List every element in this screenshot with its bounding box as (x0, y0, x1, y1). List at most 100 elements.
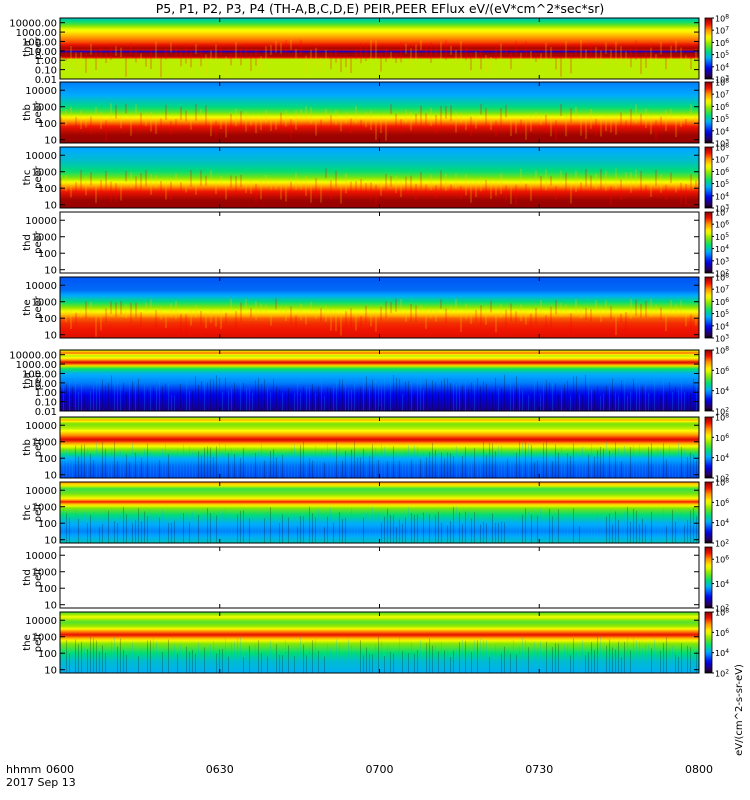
colorbar-tick-label: 102 (715, 269, 729, 279)
colorbar-tick-label: 106 (715, 433, 729, 443)
spectrogram-image (60, 18, 699, 79)
colorbar-tick-label: 103 (715, 75, 729, 85)
probe-label: the (22, 299, 33, 315)
colorbar (704, 146, 713, 209)
colorbar (704, 349, 713, 412)
spectrogram-panels: 10000.001000.00100.0010.001.000.100.01th… (9, 14, 729, 679)
y-tick-label: 100 (38, 649, 57, 660)
panel-background (60, 212, 699, 273)
instrument-label: peer (33, 295, 44, 319)
y-tick-label: 10 (44, 471, 57, 482)
colorbar-tick-label: 108 (715, 273, 729, 283)
probe-label: the (22, 634, 33, 650)
colorbar-tick-label: 104 (715, 244, 729, 254)
y-tick-label: 10 (44, 201, 57, 212)
probe-label: thc (22, 170, 33, 186)
colorbar-tick-label: 104 (715, 321, 729, 331)
colorbar-tick-label: 105 (715, 309, 729, 319)
y-tick-label: 10000.00 (9, 19, 57, 30)
colorbar-tick-label: 106 (715, 102, 729, 112)
instrument-label: peer (33, 100, 44, 124)
colorbar-tick-label: 106 (715, 366, 729, 376)
colorbar-tick-label: 105 (715, 232, 729, 242)
colorbar-tick-label: 102 (715, 539, 729, 549)
colorbar-tick-label: 104 (715, 386, 729, 396)
spectrogram-texture (60, 168, 697, 205)
colorbar-tick-label: 103 (715, 139, 729, 149)
panel-the-peir: 10000 1000 100 10 the peir 102 104 106 108 (22, 608, 729, 679)
y-tick-label: 1000 (32, 633, 57, 644)
y-tick-label: 100 (38, 119, 57, 130)
colorbar (704, 81, 713, 144)
y-tick-label: 10 (44, 266, 57, 277)
probe-label: thb (22, 104, 33, 121)
date-label: 2017 Sep 13 (6, 776, 76, 789)
colorbar-tick-label: 108 (715, 78, 729, 88)
y-tick-label: 100.00 (22, 369, 57, 380)
y-tick-label: 100 (38, 249, 57, 260)
colorbar-tick-label: 103 (715, 256, 729, 266)
panel-thc-peir: 10000 1000 100 10 thc peir 102 104 106 108 (22, 478, 729, 549)
spectrogram-texture (60, 441, 697, 478)
panel-background (60, 547, 699, 608)
x-tick-label: 0700 (366, 763, 394, 776)
y-tick-label: 10000 (25, 151, 57, 162)
y-tick-label: 10 (44, 601, 57, 612)
y-tick-label: 100 (38, 454, 57, 465)
spectrogram-texture (60, 506, 697, 543)
colorbar-tick-label: 108 (715, 346, 729, 356)
panel-thd-peir: 10000 1000 100 10 thd peir 102 104 106 (22, 546, 729, 614)
colorbar (704, 416, 713, 479)
colorbar-tick-label: 103 (715, 204, 729, 214)
y-tick-label: 100 (38, 584, 57, 595)
colorbar-tick-label: 104 (715, 453, 729, 463)
colorbar-tick-label: 104 (715, 191, 729, 201)
colorbar (704, 17, 713, 80)
colorbar-tick-label: 106 (715, 167, 729, 177)
colorbar-tick-label: 108 (715, 413, 729, 423)
spectrogram-image (60, 277, 699, 338)
y-tick-label: 10.00 (28, 379, 57, 390)
instrument-label: peir (33, 502, 44, 522)
spectrogram-image (60, 417, 699, 478)
instrument-label: peer (33, 36, 44, 60)
spectrogram-image (60, 482, 699, 543)
colorbar-tick-label: 107 (715, 26, 729, 36)
y-tick-label: 1000 (32, 298, 57, 309)
spectrogram-texture (60, 374, 697, 411)
panel-thb-peer: 10000 1000 100 10 thb peer 103 104 105 106 107 108 (22, 78, 729, 149)
instrument-label: peer (33, 230, 44, 254)
colorbar-tick-label: 102 (715, 669, 729, 679)
colorbar-tick-label: 107 (715, 155, 729, 165)
colorbar-tick-label: 104 (715, 126, 729, 136)
instrument-label: peir (33, 437, 44, 457)
y-tick-label: 10000.00 (9, 351, 57, 362)
instrument-label: peir (33, 370, 44, 390)
colorbar (704, 611, 713, 674)
spectrogram-image (60, 612, 699, 673)
colorbar-tick-label: 102 (715, 407, 729, 417)
y-tick-label: 1000 (32, 233, 57, 244)
probe-label: thd (22, 569, 33, 586)
y-tick-label: 1.00 (35, 388, 57, 399)
y-tick-label: 0.10 (35, 398, 57, 409)
y-tick-label: 10 (44, 536, 57, 547)
y-tick-label: 1000 (32, 103, 57, 114)
colorbar-tick-label: 103 (715, 334, 729, 344)
y-tick-label: 0.01 (35, 75, 57, 86)
y-tick-label: 1000 (32, 168, 57, 179)
colorbar-tick-label: 106 (715, 220, 729, 230)
colorbar-units-label: eV/(cm^2-s-sr-eV) (734, 664, 745, 756)
probe-label: thb (22, 439, 33, 456)
x-tick-label: 0630 (206, 763, 234, 776)
colorbar-tick-label: 104 (715, 518, 729, 528)
y-tick-label: 10 (44, 331, 57, 342)
panel-thc-peer: 10000 1000 100 10 thc peer 103 104 105 106 107 108 (22, 143, 729, 214)
y-tick-label: 100.00 (22, 37, 57, 48)
colorbar-tick-label: 105 (715, 179, 729, 189)
spectrogram-image (60, 147, 699, 208)
y-tick-label: 10000 (25, 216, 57, 227)
y-tick-label: 10 (44, 136, 57, 147)
